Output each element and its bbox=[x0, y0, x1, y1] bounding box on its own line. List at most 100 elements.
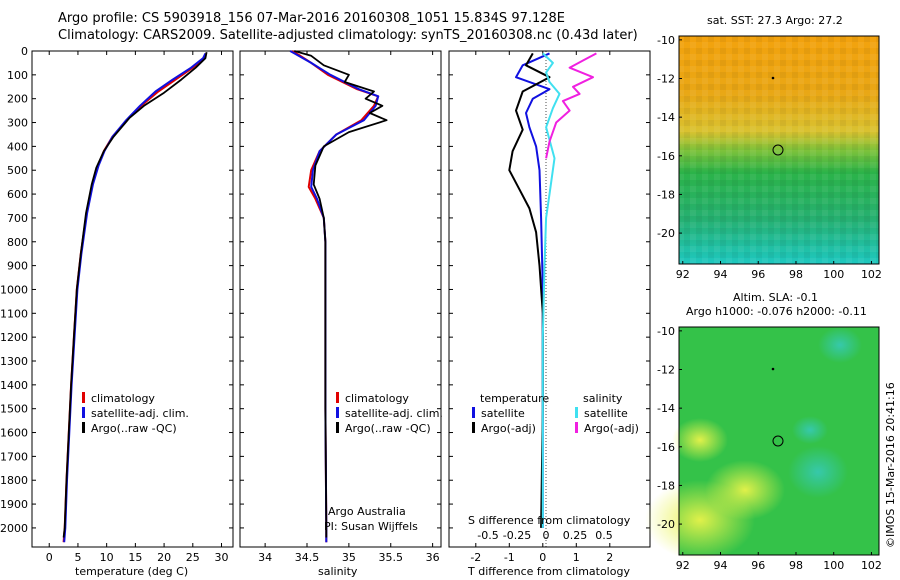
imos-credit: ©IMOS 15-Mar-2016 20:41:16 bbox=[884, 382, 897, 548]
t-difference-xlabel: T difference from climatology bbox=[467, 565, 630, 578]
lat-tick-label: -18 bbox=[657, 188, 675, 201]
legend-swatch-climatology bbox=[82, 392, 85, 403]
y-tick-label: 1200 bbox=[0, 331, 28, 344]
track-dot bbox=[771, 76, 775, 80]
y-tick-label: 500 bbox=[7, 164, 28, 177]
x-tick-label: 15 bbox=[128, 551, 142, 564]
legend-label-climatology: climatology bbox=[345, 392, 409, 405]
legend-label-t-argo: Argo(-adj) bbox=[481, 422, 536, 435]
lat-tick-label: -20 bbox=[657, 227, 675, 240]
s-tick-label: 0.5 bbox=[595, 529, 613, 542]
s-tick-label: -0.25 bbox=[503, 529, 531, 542]
legend-title-salinity: salinity bbox=[583, 392, 623, 405]
lat-tick-label: -18 bbox=[657, 479, 675, 492]
s-tick-label: 0 bbox=[543, 529, 550, 542]
legend-swatch-satellite bbox=[82, 407, 85, 418]
y-tick-label: 1700 bbox=[0, 450, 28, 463]
legend-swatch-s-argo bbox=[575, 422, 578, 433]
series-argo-raw-qc- bbox=[62, 52, 208, 538]
temperature-legend: climatology satellite-adj. clim. Argo(..… bbox=[82, 392, 189, 435]
institution-note: Argo Australia bbox=[328, 505, 406, 518]
argo-location-marker bbox=[772, 144, 784, 156]
legend-label-argo: Argo(..raw -QC) bbox=[91, 422, 177, 435]
legend-label-satellite: satellite-adj. clim. bbox=[91, 407, 189, 420]
track-dot bbox=[771, 367, 775, 371]
sla-map-title: Altim. SLA: -0.1 bbox=[733, 291, 819, 304]
x-tick-label: 25 bbox=[186, 551, 200, 564]
x-tick-label: 30 bbox=[215, 551, 229, 564]
climatology-subtitle: Climatology: CARS2009. Satellite-adjuste… bbox=[58, 28, 638, 43]
lon-tick-label: 102 bbox=[861, 268, 882, 281]
legend-swatch-climatology bbox=[336, 392, 339, 403]
argo-location-marker bbox=[772, 435, 784, 447]
legend-label-satellite: satellite-adj. clim. bbox=[345, 407, 443, 420]
x-tick-label: 20 bbox=[157, 551, 171, 564]
legend-label-s-argo: Argo(-adj) bbox=[584, 422, 639, 435]
lat-tick-label: -16 bbox=[657, 150, 675, 163]
x-tick-label: 34 bbox=[258, 551, 272, 564]
sst-map-title: sat. SST: 27.3 Argo: 27.2 bbox=[707, 14, 843, 27]
salinity-series bbox=[289, 50, 388, 543]
lon-tick-label: 98 bbox=[789, 268, 803, 281]
legend-swatch-argo bbox=[336, 422, 339, 433]
lon-tick-label: 96 bbox=[751, 559, 765, 572]
y-tick-label: 1000 bbox=[0, 283, 28, 296]
y-tick-label: 700 bbox=[7, 212, 28, 225]
x-tick-label: 34.5 bbox=[295, 551, 320, 564]
sst-axes: 92 94 96 98 100 102 -10 -12 -14 -16 -18 -20 bbox=[657, 34, 882, 281]
difference-panel: -2 -1 0 1 2 temperature satellite Argo(-adj)… bbox=[448, 50, 651, 578]
legend-swatch-s-satellite bbox=[575, 407, 578, 418]
x-tick-label: -1 bbox=[504, 551, 515, 564]
legend-label-t-satellite: satellite bbox=[481, 407, 525, 420]
lat-tick-label: -14 bbox=[657, 111, 675, 124]
y-tick-label: 1800 bbox=[0, 474, 28, 487]
series-temperature-satellite bbox=[515, 52, 551, 528]
y-tick-label: 300 bbox=[7, 117, 28, 130]
salinity-xlabel: salinity bbox=[318, 565, 358, 578]
lat-tick-label: -12 bbox=[657, 73, 675, 86]
y-tick-label: 200 bbox=[7, 93, 28, 106]
lon-tick-label: 92 bbox=[676, 268, 690, 281]
salinity-axes: 34 34.5 35 35.5 36 bbox=[240, 50, 441, 564]
s-tick-label: -0.5 bbox=[477, 529, 498, 542]
lat-tick-label: -12 bbox=[657, 364, 675, 377]
pi-note: PI: Susan Wijffels bbox=[324, 520, 418, 533]
lon-tick-label: 102 bbox=[861, 559, 882, 572]
y-tick-label: 1400 bbox=[0, 379, 28, 392]
y-tick-label: 900 bbox=[7, 260, 28, 273]
y-tick-label: 100 bbox=[7, 69, 28, 82]
lat-tick-label: -10 bbox=[657, 34, 675, 47]
lat-tick-label: -14 bbox=[657, 402, 675, 415]
legend-label-argo: Argo(..raw -QC) bbox=[345, 422, 431, 435]
sst-map-panel: 92 94 96 98 100 102 -10 -12 -14 -16 -18 -20 bbox=[657, 34, 882, 281]
series-temperature-argo-adj- bbox=[508, 52, 551, 528]
legend-title-temperature: temperature bbox=[480, 392, 549, 405]
temperature-xlabel: temperature (deg C) bbox=[75, 565, 188, 578]
s-difference-ticks: -0.5 -0.25 0 0.25 0.5 bbox=[477, 529, 612, 542]
sla-map-subtitle: Argo h1000: -0.076 h2000: -0.11 bbox=[686, 305, 867, 318]
lat-tick-label: -10 bbox=[657, 325, 675, 338]
y-tick-label: 800 bbox=[7, 236, 28, 249]
lat-tick-label: -20 bbox=[657, 518, 675, 531]
salinity-frame bbox=[239, 50, 442, 548]
series-salinity-argo-adj- bbox=[545, 52, 597, 159]
legend-swatch-satellite bbox=[336, 407, 339, 418]
difference-series bbox=[508, 52, 597, 528]
y-tick-label: 1100 bbox=[0, 307, 28, 320]
sla-low-patch bbox=[792, 416, 828, 444]
lon-tick-label: 94 bbox=[714, 559, 728, 572]
x-tick-label: 35 bbox=[342, 551, 356, 564]
y-tick-label: 1600 bbox=[0, 427, 28, 440]
s-difference-label: S difference from climatology bbox=[468, 514, 631, 527]
sla-low-patch bbox=[818, 327, 862, 363]
difference-legend: temperature satellite Argo(-adj) salinit… bbox=[472, 392, 639, 435]
x-tick-label: 10 bbox=[100, 551, 114, 564]
lon-tick-label: 100 bbox=[823, 559, 844, 572]
y-tick-label: 600 bbox=[7, 188, 28, 201]
temperature-series bbox=[62, 52, 208, 543]
y-tick-label: 2000 bbox=[0, 522, 28, 535]
temperature-axes: 0 5 10 15 20 25 300100200300400500600700800900… bbox=[0, 45, 233, 564]
legend-swatch-t-satellite bbox=[472, 407, 475, 418]
y-tick-label: 400 bbox=[7, 140, 28, 153]
